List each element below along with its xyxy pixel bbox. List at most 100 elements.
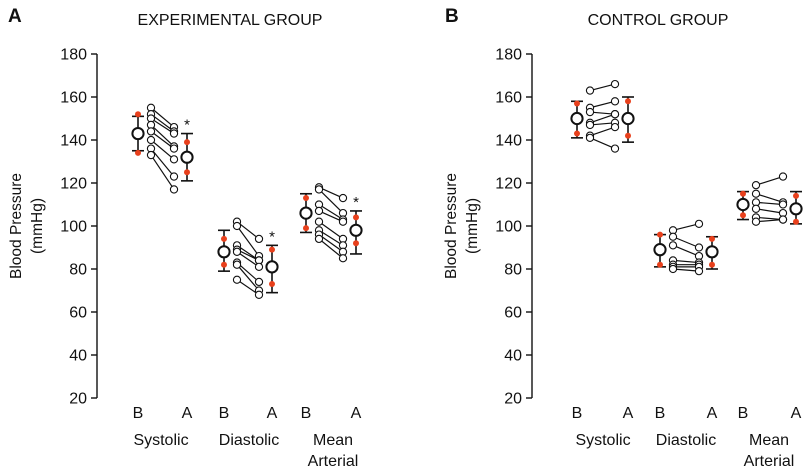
panel-a-group-2-before-point (232, 221, 242, 231)
panel-b-group-2-after-condition-label: A (707, 405, 718, 422)
panel-a-group-2-pair-line (236, 264, 260, 291)
panel-a-group-3-before-point (314, 234, 324, 244)
panel-a-y-tick-label: 180 (60, 47, 87, 64)
panel-a-group-1-after-mean (180, 150, 194, 164)
panel-a-group-2-before-point (232, 275, 242, 284)
panel-a-group-3-pair-line (318, 203, 344, 221)
panel-a-y-tick-label: 60 (69, 305, 87, 322)
panel-b-group-1-before-point (585, 133, 595, 142)
panel-b-group-3-before-mean (736, 197, 750, 212)
panel-b-group-3-before-condition-label: B (738, 405, 749, 422)
panel-b-y-axis-unit: (mmHg) (464, 198, 481, 254)
panel-b-group-3-after-point (778, 215, 788, 224)
panel-a-group-1-before-mean (131, 126, 145, 141)
panel-a-group-1-label: Systolic (133, 432, 188, 449)
panel-b-group-1-pair-line (589, 100, 616, 109)
panel-a-group-1-pair-line (150, 117, 175, 135)
panel-b-group-3-before-point (751, 180, 761, 190)
panel-a-group-1-after-sd-marker (184, 139, 190, 146)
panel-a-group-3-pair-line (318, 238, 344, 259)
panel-b-group-3-before-point (751, 204, 761, 213)
panel-b-y-tick-label: 20 (504, 391, 522, 408)
panel-a-group-2-after-sd-marker (269, 281, 275, 288)
panel-a-label: A (8, 6, 22, 27)
panel-b-group-3-before-sd-marker (740, 190, 746, 197)
panel-a-group-1-pair-line (150, 124, 175, 147)
panel-a-group-3-label-line2: Arterial (308, 453, 359, 470)
panel-a-group-1-before-sd-marker (135, 149, 141, 156)
panel-a-group-3-before-point (314, 217, 324, 226)
panel-b-group-1-after-point (610, 110, 620, 119)
panel-b-group-1-after-point (610, 97, 620, 106)
panel-b-group-1-before-sd-marker (574, 130, 580, 137)
panel-b-group-1-label: Systolic (575, 432, 630, 449)
panel-b-label: B (445, 6, 459, 27)
panel-a-group-3-after-significance: * (353, 194, 359, 211)
panel-a-group-3-before-point (314, 206, 324, 216)
panel-b-group-3-after-condition-label: A (791, 405, 802, 422)
panel-a-group-2-before-condition-label: B (219, 405, 230, 422)
panel-b-group-1-after-sd-marker (625, 98, 631, 105)
panel-a-group-2-before-sd-marker (221, 235, 227, 242)
panel-a-y-axis-unit: (mmHg) (29, 198, 46, 254)
panel-b-group-3-label-line2: Arterial (744, 453, 795, 470)
panel-b-group-2-pair-line (672, 259, 700, 264)
panel-a-group-1-pair-line (150, 148, 175, 177)
panel-a-group-1-pair-line (150, 154, 175, 190)
panel-a-group-2-after-point (254, 290, 264, 299)
panel-b-group-1-after-mean (621, 111, 635, 126)
panel-a-group-1-after-point (169, 144, 179, 153)
panel-a-group-3-after-point (338, 193, 348, 203)
panel-b-group-1-pair-line (589, 83, 616, 92)
panel-a-y-tick-label: 140 (60, 133, 87, 150)
panel-a-y-tick-label: 20 (69, 391, 87, 408)
panel-a-y-axis-title: Blood Pressure (8, 173, 25, 279)
panel-a-group-1-pair-line (150, 130, 175, 150)
panel-a-group-1-before-point (146, 150, 156, 160)
panel-b-y-tick-label: 120 (495, 176, 522, 193)
panel-b-group-3-pair-line (755, 175, 784, 186)
panel-b-title: CONTROL GROUP (588, 12, 729, 29)
panel-b-group-2-pair-line (672, 244, 700, 257)
panel-a-group-2-pair-line (236, 279, 260, 296)
panel-a-group-1-before-point (146, 127, 156, 136)
panel-a-group-3-pair-line (318, 234, 344, 253)
panel-a-title: EXPERIMENTAL GROUP (138, 12, 323, 29)
panel-b-group-3-before-sd-marker (740, 212, 746, 219)
panel-b-group-1-after-point (610, 122, 620, 132)
panel-b-group-2-after-point (694, 219, 704, 228)
panel-b-group-2-label: Diastolic (656, 432, 716, 449)
panel-b-group-3-after-point (778, 200, 788, 209)
panel-a-group-2-pair-line (236, 251, 260, 268)
panel-b-group-1-after-condition-label: A (623, 405, 634, 422)
panel-b-group-3-pair-line (755, 193, 784, 203)
panel-a-group-3-before-point (314, 185, 324, 194)
panel-a-group-2-before-mean (217, 245, 231, 259)
panel-b-group-2-pair-line (672, 223, 700, 231)
panel-b-group-1-after-point (610, 144, 620, 153)
panel-b-y-axis-title: Blood Pressure (443, 173, 460, 279)
panel-a-group-3-after-point (338, 217, 348, 226)
panel-a-group-3-before-condition-label: B (301, 405, 312, 422)
panel-a-group-1-pair-line (150, 107, 175, 128)
panel-b-group-1-pair-line (589, 126, 616, 137)
panel-b-group-1-after-sd-marker (625, 132, 631, 139)
panel-b-group-3-after-sd-marker (793, 192, 799, 199)
panel-b-group-1-pair-line (589, 137, 616, 150)
panel-b-group-2-pair-line (672, 236, 700, 249)
panel-a-group-2-after-point (254, 262, 264, 271)
panel-a-group-1-after-point (169, 185, 179, 194)
panel-b-group-2-before-sd-marker (657, 261, 663, 268)
panel-b-group-1-before-point (585, 107, 595, 117)
panel-b-y-tick-label: 160 (495, 90, 522, 107)
panel-b-y-tick-label: 40 (504, 348, 522, 365)
panel-a-group-1-after-sd-marker (184, 169, 190, 176)
panel-a-group-1-before-sd-marker (135, 111, 141, 118)
panel-a-group-3-pair-line (318, 210, 344, 223)
panel-a-group-3-before-mean (299, 206, 313, 220)
panel-a-group-3-after-condition-label: A (351, 405, 362, 422)
panel-b-group-2-pair-line (672, 268, 700, 272)
panel-b-group-3-before-point (751, 189, 761, 198)
panel-a-group-1-after-point (169, 129, 179, 138)
